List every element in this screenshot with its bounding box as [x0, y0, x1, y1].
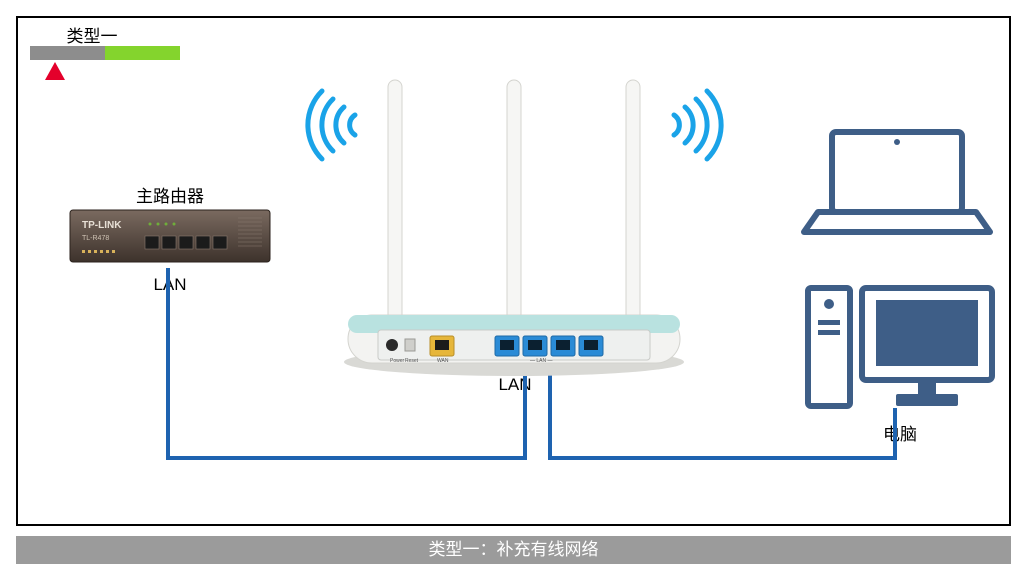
- svg-text:WAN: WAN: [437, 358, 449, 364]
- legend-bar: [30, 46, 180, 80]
- wifi-right-icon: [674, 91, 721, 159]
- svg-text:— LAN —: — LAN —: [530, 358, 553, 364]
- model-text: TL-R478: [82, 235, 109, 242]
- wireless-router-icon: Power Reset WAN — LAN —: [344, 80, 684, 376]
- diagram-canvas: 类型一 类型一：补充有线网络 主路由器 LAN LAN 电脑: [0, 0, 1027, 575]
- svg-text:Power: Power: [390, 358, 405, 364]
- main-router-icon: TP-LINK TL-R478: [70, 210, 270, 262]
- diagram-svg: TP-LINK TL-R478: [0, 0, 1027, 575]
- wifi-left-icon: [308, 91, 355, 159]
- svg-text:Reset: Reset: [405, 358, 419, 364]
- brand-text: TP-LINK: [82, 220, 122, 231]
- laptop-icon: [804, 132, 990, 232]
- desktop-icon: [808, 288, 992, 406]
